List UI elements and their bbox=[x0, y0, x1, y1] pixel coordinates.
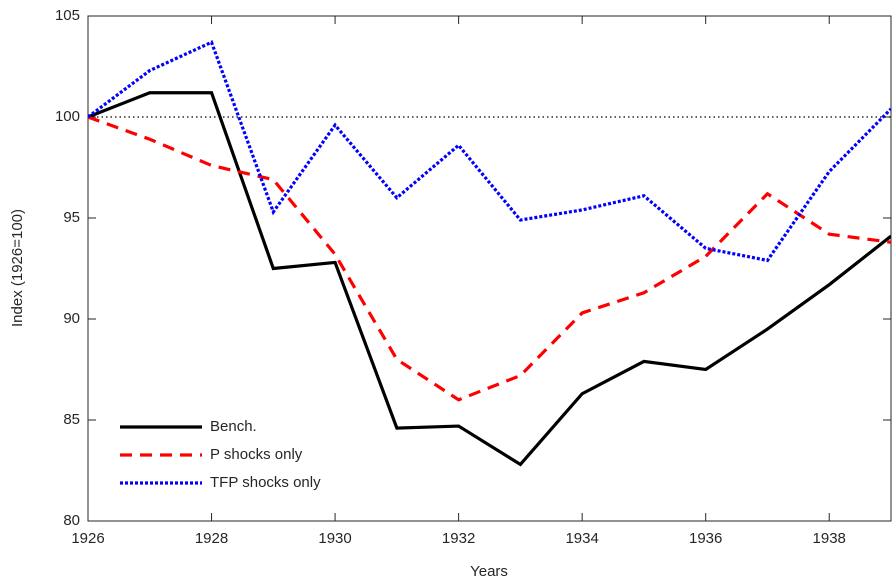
series-line bbox=[88, 40, 891, 263]
y-tick-label: 100 bbox=[55, 108, 80, 125]
y-tick-label: 90 bbox=[63, 310, 80, 327]
y-axis-label: Index (1926=100) bbox=[9, 209, 26, 327]
legend-label: TFP shocks only bbox=[210, 474, 321, 491]
x-tick-label: 1934 bbox=[565, 530, 598, 547]
y-tick-label: 85 bbox=[63, 411, 80, 428]
y-tick-label: 105 bbox=[55, 7, 80, 24]
x-tick-label: 1926 bbox=[71, 530, 104, 547]
plot-area bbox=[88, 40, 891, 467]
plot-frame bbox=[87, 15, 892, 522]
y-tick-label: 80 bbox=[63, 512, 80, 529]
legend-label: Bench. bbox=[210, 418, 257, 435]
x-tick-label: 1928 bbox=[195, 530, 228, 547]
y-tick-label: 95 bbox=[63, 209, 80, 226]
x-tick-label: 1936 bbox=[689, 530, 722, 547]
x-axis-label: Years bbox=[470, 563, 508, 580]
x-tick-label: 1938 bbox=[813, 530, 846, 547]
series-line bbox=[88, 115, 891, 402]
x-tick-label: 1932 bbox=[442, 530, 475, 547]
legend-label: P shocks only bbox=[210, 446, 303, 463]
series-line bbox=[88, 91, 891, 467]
x-tick-label: 1930 bbox=[318, 530, 351, 547]
